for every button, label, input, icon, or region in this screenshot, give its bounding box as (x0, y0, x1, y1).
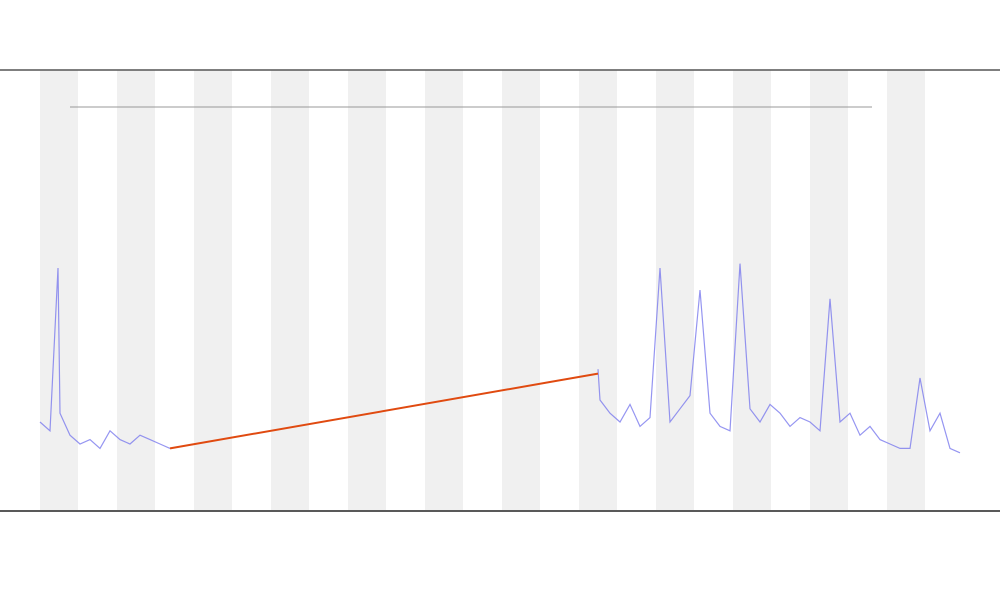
band (271, 70, 309, 510)
line (169, 372, 599, 450)
band (810, 70, 848, 510)
band (733, 70, 771, 510)
background-bands (40, 70, 925, 510)
band (656, 70, 694, 510)
line (39, 263, 961, 454)
band (579, 70, 617, 510)
band (194, 70, 232, 510)
band (502, 70, 540, 510)
band (117, 70, 155, 510)
band (887, 70, 925, 510)
band (425, 70, 463, 510)
band (348, 70, 386, 510)
band (40, 70, 78, 510)
